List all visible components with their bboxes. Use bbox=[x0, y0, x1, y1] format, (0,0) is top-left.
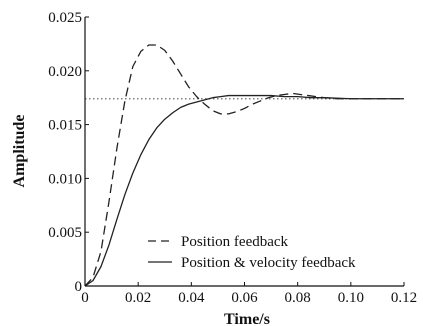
x-tick-label: 0.12 bbox=[391, 290, 417, 306]
y-tick-label: 0.010 bbox=[48, 171, 82, 187]
series-layer bbox=[84, 44, 404, 287]
y-axis-label: Amplitude bbox=[11, 115, 28, 188]
x-tick-label: 0.08 bbox=[285, 290, 311, 306]
y-tick-label: 0.005 bbox=[48, 225, 82, 241]
x-tick-label: 0.06 bbox=[231, 290, 258, 306]
legend-label-position-feedback: Position feedback bbox=[181, 234, 289, 250]
legend: Position feedback Position & velocity fe… bbox=[148, 234, 356, 271]
x-axis-label: Time/s bbox=[224, 311, 270, 326]
y-tick-label: 0.020 bbox=[48, 64, 82, 80]
x-tick-label: 0.04 bbox=[178, 290, 205, 306]
y-tick-label: 0.015 bbox=[48, 118, 82, 134]
legend-label-position-velocity-feedback: Position & velocity feedback bbox=[181, 255, 356, 271]
y-tick-label: 0 bbox=[75, 279, 83, 295]
x-tick-label: 0.02 bbox=[125, 290, 151, 306]
series-line-position-velocity-feedback bbox=[84, 94, 404, 287]
ticks-layer: 0 0.02 0.04 0.06 0.08 0.10 0.12 0 0.005 0.010 0.01… bbox=[48, 10, 417, 306]
x-tick-label: 0 bbox=[81, 290, 89, 306]
y-tick-label: 0.025 bbox=[48, 10, 82, 26]
x-tick-label: 0.10 bbox=[338, 290, 364, 306]
